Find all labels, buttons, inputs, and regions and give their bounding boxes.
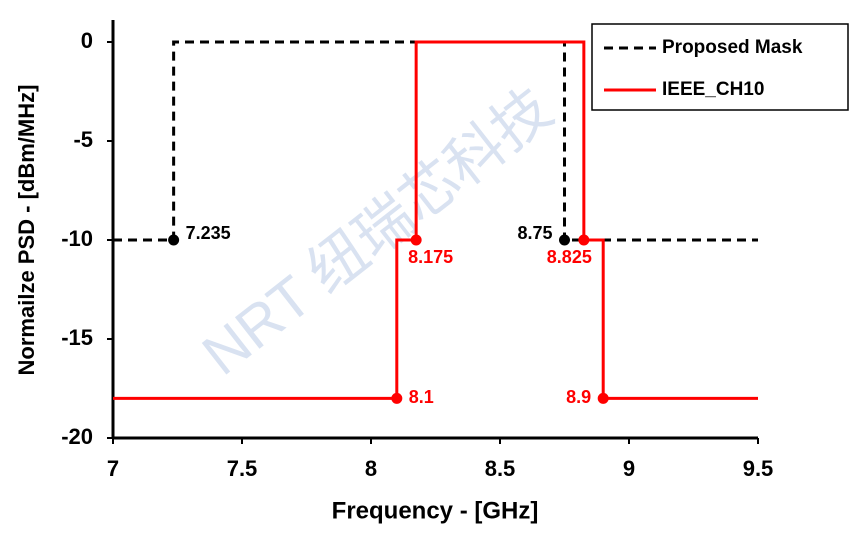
annotation-point xyxy=(559,234,570,246)
legend-box xyxy=(591,23,849,111)
annotation-label: 8.175 xyxy=(408,247,453,267)
annotation-point xyxy=(578,234,590,246)
x-tick-label: 9.5 xyxy=(743,456,774,481)
annotation-point xyxy=(168,234,180,246)
y-axis-label: Normailze PSD - [dBm/MHz] xyxy=(14,85,39,376)
y-tick-label: -20 xyxy=(61,424,93,449)
x-tick-label: 7.5 xyxy=(227,456,258,481)
y-tick-label: -5 xyxy=(73,127,93,152)
y-tick-label: -10 xyxy=(61,226,93,251)
annotation-point xyxy=(597,392,609,404)
watermark: NRT 纽瑞芯科技 xyxy=(191,76,565,388)
series-line xyxy=(113,40,758,400)
y-tick-label: 0 xyxy=(81,28,93,53)
legend-label: IEEE_CH10 xyxy=(662,79,764,100)
annotation-label: 8.75 xyxy=(517,223,552,243)
annotation-label: 7.235 xyxy=(186,223,231,243)
annotation-point xyxy=(410,234,422,246)
x-axis-label: Frequency - [GHz] xyxy=(332,497,539,524)
legend-label: Proposed Mask xyxy=(662,37,803,58)
annotation-label: 8.1 xyxy=(409,387,434,407)
annotation-label: 8.825 xyxy=(547,247,592,267)
x-tick-label: 8.5 xyxy=(485,456,516,481)
x-tick-label: 8 xyxy=(365,456,377,481)
y-tick-label: -15 xyxy=(61,325,93,350)
x-tick-label: 7 xyxy=(107,456,119,481)
x-tick-label: 9 xyxy=(623,456,635,481)
series-line xyxy=(113,40,758,242)
annotation-label: 8.9 xyxy=(566,387,591,407)
annotation-point xyxy=(391,392,403,404)
